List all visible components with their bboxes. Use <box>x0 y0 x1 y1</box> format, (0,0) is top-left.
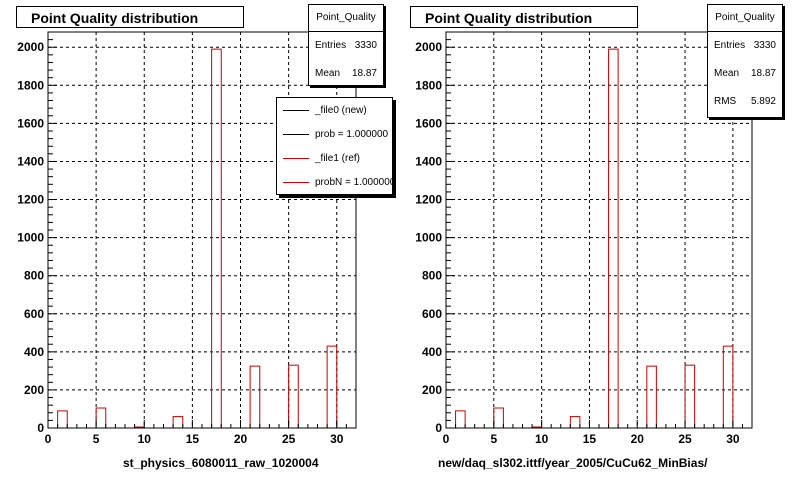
right-bar-4 <box>608 48 619 429</box>
right-x-tick-label-30: 30 <box>726 432 740 446</box>
left-stats-entries-value: 3330 <box>354 40 377 51</box>
left-stats-box: Point_Quality Entries 3330 Mean 18.87 <box>308 4 384 86</box>
left-stats-name: Point_Quality <box>309 5 383 32</box>
left-x-tick-label-5: 5 <box>93 432 100 446</box>
right-x-tick-label-5: 5 <box>490 432 497 446</box>
legend-entry-file0: _file0 (new) <box>277 98 392 122</box>
right-y-tick-label-1600: 1600 <box>415 116 442 130</box>
left-y-tick-label-1000: 1000 <box>17 231 44 245</box>
right-x-axis-label: new/daq_sl302.ittf/year_2005/CuCu62_MinB… <box>438 456 708 470</box>
legend-entry-prob: prob = 1.000000 <box>277 122 392 146</box>
legend-label-probn: probN = 1.000000 <box>315 176 393 188</box>
left-y-tick-label-200: 200 <box>24 383 44 397</box>
left-bar-3 <box>172 416 184 429</box>
right-stats-mean-value: 18.87 <box>750 68 776 79</box>
left-x-tick-label-10: 10 <box>138 432 152 446</box>
right-stats-rms-row: RMS 5.892 <box>708 88 782 116</box>
left-x-tick-label-30: 30 <box>330 432 344 446</box>
left-x-tick-label-20: 20 <box>234 432 248 446</box>
legend-line-file0 <box>283 109 309 111</box>
right-stats-entries-value: 3330 <box>753 40 776 51</box>
right-stats-box: Point_Quality Entries 3330 Mean 18.87 RM… <box>707 4 783 118</box>
right-bar-5 <box>646 365 657 429</box>
left-y-tick-label-600: 600 <box>24 307 44 321</box>
left-bar-0 <box>57 410 68 429</box>
left-stats-entries-row: Entries 3330 <box>309 32 383 60</box>
left-bar-6 <box>288 364 299 429</box>
right-y-tick-label-1200: 1200 <box>415 193 442 207</box>
right-bar-1 <box>493 407 504 429</box>
left-chart-panel: 0 5 10 15 20 25 30 0 200 400 600 800 1000 1200 1400 160… <box>16 4 393 470</box>
legend-label-prob: prob = 1.000000 <box>315 128 389 140</box>
left-y-tick-label-1800: 1800 <box>17 78 44 92</box>
left-plot-frame <box>47 31 357 429</box>
left-bar-1 <box>95 407 107 429</box>
left-x-tick-label-0: 0 <box>45 432 52 446</box>
right-x-tick-label-25: 25 <box>678 432 692 446</box>
left-x-tick-label-25: 25 <box>282 432 296 446</box>
legend-line-prob <box>283 133 309 135</box>
left-bar-7 <box>326 345 338 429</box>
left-chart-title: Point Quality distribution <box>16 6 244 28</box>
right-bar-3 <box>569 416 581 429</box>
right-y-tick-label-2000: 2000 <box>415 40 442 54</box>
left-y-tick-label-1200: 1200 <box>17 193 44 207</box>
right-x-tick-label-0: 0 <box>443 432 450 446</box>
right-stats-entries-row: Entries 3330 <box>708 32 782 60</box>
left-x-tick-label-15: 15 <box>186 432 200 446</box>
legend-label-file1: _file1 (ref) <box>315 152 361 164</box>
left-legend: _file0 (new) prob = 1.000000 _file1 (ref… <box>276 97 393 195</box>
right-y-tick-label-600: 600 <box>422 307 442 321</box>
right-x-tick-label-10: 10 <box>535 432 549 446</box>
right-stats-mean-row: Mean 18.87 <box>708 60 782 88</box>
right-y-tick-label-400: 400 <box>422 345 442 359</box>
left-y-tick-label-1600: 1600 <box>17 116 44 130</box>
left-stats-mean-row: Mean 18.87 <box>309 60 383 88</box>
legend-entry-file1: _file1 (ref) <box>277 146 392 170</box>
right-bar-6 <box>684 364 696 429</box>
right-y-tick-label-0: 0 <box>435 421 442 435</box>
right-y-tick-label-1800: 1800 <box>415 78 442 92</box>
right-bar-7 <box>722 345 734 429</box>
right-x-tick-label-20: 20 <box>631 432 645 446</box>
right-stats-mean-label: Mean <box>714 68 740 79</box>
right-y-tick-label-800: 800 <box>422 269 442 283</box>
right-chart-plot: 0 5 10 15 20 25 30 0 200 400 600 800 1000 1200 1400 160… <box>415 31 753 446</box>
right-y-tick-label-200: 200 <box>422 383 442 397</box>
left-y-tick-label-800: 800 <box>24 269 44 283</box>
right-stats-entries-label: Entries <box>714 40 746 51</box>
left-bar-4 <box>211 48 222 429</box>
right-x-tick-label-15: 15 <box>583 432 597 446</box>
legend-line-file1 <box>283 157 309 159</box>
left-x-axis-label: st_physics_6080011_raw_1020004 <box>123 456 319 470</box>
left-y-tick-label-1400: 1400 <box>17 154 44 168</box>
left-y-tick-label-0: 0 <box>37 421 44 435</box>
left-y-tick-label-400: 400 <box>24 345 44 359</box>
right-stats-rms-value: 5.892 <box>750 96 776 107</box>
left-stats-mean-label: Mean <box>315 68 341 79</box>
right-chart-panel: 0 5 10 15 20 25 30 0 200 400 600 800 1000 1200 1400 160… <box>400 0 800 480</box>
legend-line-probn <box>283 181 309 183</box>
right-chart-title: Point Quality distribution <box>410 6 638 28</box>
right-y-tick-label-1000: 1000 <box>415 231 442 245</box>
legend-entry-probn: probN = 1.000000 <box>277 170 392 194</box>
right-stats-rms-label: RMS <box>714 96 737 107</box>
left-y-tick-label-2000: 2000 <box>17 40 44 54</box>
left-stats-entries-label: Entries <box>315 40 347 51</box>
right-stats-name: Point_Quality <box>708 5 782 32</box>
right-bar-0 <box>455 410 466 429</box>
left-stats-mean-value: 18.87 <box>351 68 377 79</box>
left-bar-5 <box>249 365 261 429</box>
legend-label-file0: _file0 (new) <box>315 104 367 116</box>
right-y-tick-label-1400: 1400 <box>415 154 442 168</box>
